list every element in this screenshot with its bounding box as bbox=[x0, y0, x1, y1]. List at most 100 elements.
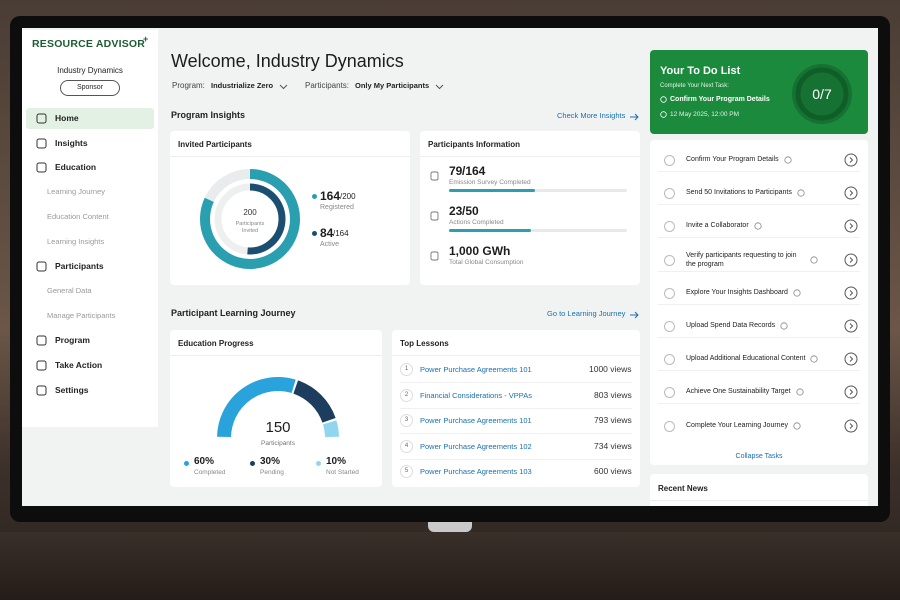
gauge-chart: 150 Participants bbox=[217, 377, 339, 447]
lesson-title[interactable]: Power Purchase Agreements 101 bbox=[420, 416, 532, 425]
icon-shape bbox=[660, 111, 667, 118]
task-go-button[interactable] bbox=[844, 385, 858, 399]
page-title: Welcome, Industry Dynamics bbox=[171, 51, 404, 71]
stat-value: 164 bbox=[320, 189, 341, 203]
nav-subitem[interactable]: General Data bbox=[47, 285, 92, 295]
todo-next-task[interactable]: Confirm Your Program Details bbox=[670, 96, 770, 103]
icon-shape bbox=[36, 113, 47, 124]
button-arrow bbox=[849, 356, 854, 363]
brand: RESOURCE ADVISOR bbox=[32, 38, 146, 50]
lesson-views: 734 views bbox=[594, 440, 632, 451]
progress-bar bbox=[449, 229, 531, 232]
task-go-button[interactable] bbox=[844, 253, 858, 267]
monitor-stand bbox=[428, 522, 472, 532]
nav-item[interactable]: Participants bbox=[55, 261, 104, 272]
news-title: Recent News bbox=[658, 484, 708, 493]
sidebar: RESOURCE ADVISOR + Industry Dynamics Sponso… bbox=[22, 30, 158, 427]
todo-icon bbox=[660, 111, 667, 118]
icon-shape bbox=[36, 138, 47, 149]
rank-badge: 5 bbox=[400, 465, 413, 478]
lesson-title[interactable]: Power Purchase Agreements 103 bbox=[420, 467, 532, 476]
donut-chart: 200 Participants Invited bbox=[200, 169, 300, 269]
stat-total: /200 bbox=[340, 192, 356, 201]
stat-total: /164 bbox=[333, 229, 349, 238]
task-go-button[interactable] bbox=[844, 286, 858, 300]
nav-subitem[interactable]: Manage Participants bbox=[47, 310, 116, 320]
task-go-button[interactable] bbox=[844, 419, 858, 433]
nav-item[interactable]: Insights bbox=[55, 137, 88, 148]
lesson-title[interactable]: Power Purchase Agreements 101 bbox=[420, 365, 532, 374]
invited-card: Invited Participants 200 Participants Invit… bbox=[170, 131, 410, 285]
role-badge[interactable]: Sponsor bbox=[60, 80, 120, 96]
icon-shape bbox=[36, 261, 47, 272]
section-link[interactable]: Check More Insights bbox=[557, 111, 626, 120]
info-value: 23 bbox=[449, 204, 463, 218]
info-label: Actions Completed bbox=[449, 219, 504, 226]
task-go-button[interactable] bbox=[844, 352, 858, 366]
task-go-button[interactable] bbox=[844, 319, 858, 333]
nav-item[interactable]: Take Action bbox=[55, 360, 103, 370]
task-text: Explore Your Insights Dashboard bbox=[686, 288, 788, 296]
collapse-tasks[interactable]: Collapse Tasks bbox=[650, 453, 868, 460]
task-checkbox[interactable] bbox=[664, 420, 675, 432]
section-title: Participant Learning Journey bbox=[171, 308, 296, 318]
icon-shape bbox=[660, 96, 667, 103]
item-icon bbox=[430, 171, 439, 181]
nav-item[interactable]: Program bbox=[55, 335, 90, 346]
task-checkbox[interactable] bbox=[664, 188, 675, 200]
nav-subitem[interactable]: Education Content bbox=[47, 211, 109, 221]
section-link[interactable]: Go to Learning Journey bbox=[547, 309, 626, 318]
task-go-button[interactable] bbox=[844, 219, 858, 233]
progress-track bbox=[449, 229, 627, 232]
task-checkbox[interactable] bbox=[664, 254, 675, 266]
icon-shape bbox=[430, 251, 439, 261]
task-checkbox[interactable] bbox=[664, 155, 675, 166]
task-go-button[interactable] bbox=[844, 153, 858, 167]
info-icon bbox=[780, 322, 788, 330]
legend-value: 60% bbox=[194, 456, 215, 467]
nav-item[interactable]: Education bbox=[55, 162, 97, 173]
info-label: Emission Survey Completed bbox=[449, 179, 531, 186]
table-edge bbox=[0, 532, 900, 600]
card-divider bbox=[170, 156, 410, 157]
nav-subitem[interactable]: Learning Journey bbox=[47, 187, 105, 197]
task-checkbox[interactable] bbox=[664, 221, 675, 233]
rank-badge: 4 bbox=[400, 439, 413, 453]
task-checkbox[interactable] bbox=[664, 321, 675, 332]
card-title: Top Lessons bbox=[400, 339, 449, 348]
task-divider bbox=[658, 370, 860, 372]
nav-item[interactable]: Home bbox=[55, 113, 79, 123]
nav-icon bbox=[36, 385, 47, 396]
task-go-button[interactable] bbox=[844, 186, 858, 200]
lesson-views: 803 views bbox=[594, 389, 632, 400]
rank-badge: 3 bbox=[400, 414, 413, 427]
filter-label: Participants: bbox=[305, 81, 350, 90]
filter-value[interactable]: Industrialize Zero bbox=[211, 81, 274, 90]
icon-shape bbox=[793, 421, 801, 430]
task-divider bbox=[658, 403, 860, 405]
task-divider bbox=[658, 237, 860, 239]
filter-value[interactable]: Only My Participants bbox=[355, 81, 430, 90]
task-text: Confirm Your Program Details bbox=[686, 156, 779, 163]
lesson-title[interactable]: Power Purchase Agreements 102 bbox=[420, 441, 532, 451]
progress-bar bbox=[449, 189, 535, 192]
gauge-label: Participants bbox=[261, 440, 296, 447]
task-checkbox[interactable] bbox=[664, 287, 675, 299]
info-icon bbox=[797, 189, 805, 197]
button-shape bbox=[844, 419, 858, 433]
lesson-title[interactable]: Financial Considerations - VPPAs bbox=[420, 390, 532, 400]
task-checkbox[interactable] bbox=[664, 354, 675, 366]
item-icon bbox=[430, 211, 439, 221]
legend-value: 10% bbox=[326, 456, 347, 467]
icon-shape bbox=[36, 335, 47, 346]
task-checkbox[interactable] bbox=[664, 387, 675, 399]
collapse-text[interactable]: Collapse Tasks bbox=[735, 453, 783, 460]
nav-icon bbox=[36, 113, 47, 124]
donut-arc bbox=[200, 169, 300, 269]
nav-item[interactable]: Settings bbox=[55, 384, 89, 395]
button-shape bbox=[844, 385, 858, 399]
task-divider bbox=[658, 270, 860, 272]
info-label: Total Global Consumption bbox=[449, 259, 524, 266]
chevron bbox=[279, 84, 288, 90]
nav-subitem[interactable]: Learning Insights bbox=[47, 236, 105, 246]
